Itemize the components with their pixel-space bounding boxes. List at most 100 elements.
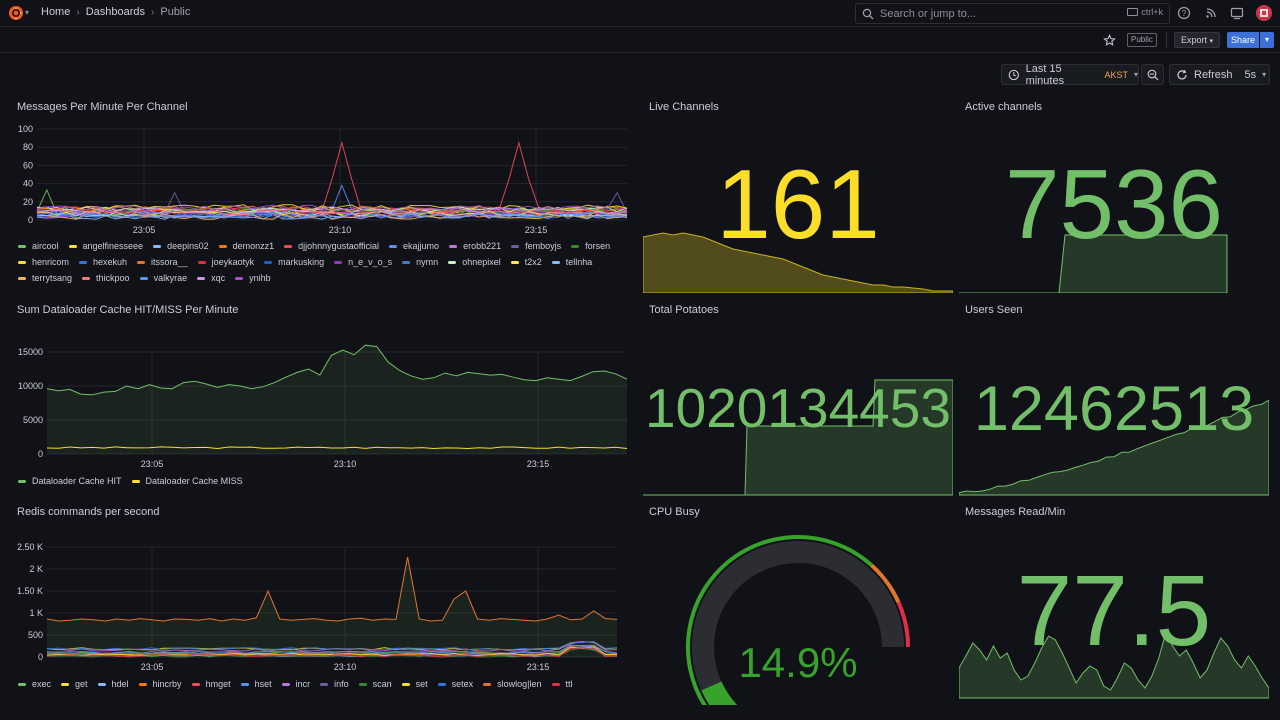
legend-item[interactable]: slowlog|len [483,678,542,690]
legend-item[interactable]: t2x2 [510,256,542,268]
legend-item[interactable]: Dataloader Cache MISS [131,475,243,487]
legend-item[interactable]: hexekuh [79,256,127,268]
refresh-interval[interactable]: 5s [1244,68,1257,81]
total-potatoes-area [643,379,953,496]
legend-item[interactable]: scan [358,678,392,690]
legend-item[interactable]: aircool [18,240,59,252]
share-button[interactable]: Share [1227,32,1259,48]
users-seen-area [959,399,1269,496]
legend-swatch [79,260,88,264]
legend-item[interactable]: joeykaotyk [197,256,254,268]
legend-item[interactable]: itssora__ [137,256,188,268]
legend-item[interactable]: markusking [264,256,324,268]
legend-item[interactable]: forsen [571,240,610,252]
share-menu-chevron-icon[interactable]: ▾ [1260,32,1274,48]
legend-item[interactable]: exec [18,678,51,690]
legend-label: tellnha [565,257,593,267]
legend-swatch [18,682,26,686]
legend-item[interactable]: valkyrae [139,272,187,284]
legend-item[interactable]: tellnha [551,256,593,268]
legend-item[interactable]: xqc [197,272,225,284]
dataloader-chart[interactable]: 15000 10000 5000 0 23:05 23:10 23:15 [0,328,640,473]
gauge-threshold-orange [870,563,901,604]
legend-label: scan [372,679,392,689]
panel-title-dataloader[interactable]: Sum Dataloader Cache HIT/MISS Per Minute [17,304,239,316]
legend-item[interactable]: hmget [191,678,231,690]
legend-swatch [281,682,290,686]
legend-item[interactable]: ekajjumo [389,240,439,252]
series-line [36,204,628,211]
shortcut-label: ctrl+k [1141,7,1163,17]
legend-swatch [191,682,200,686]
panel-title-redis[interactable]: Redis commands per second [17,506,160,518]
dock-menu-icon[interactable] [1230,6,1244,20]
legend-item[interactable]: set [401,678,428,690]
legend-item[interactable]: hincrby [138,678,182,690]
live-channels-area [643,232,953,293]
legend-item[interactable]: get [61,678,88,690]
search-input[interactable]: Search or jump to... ctrl+k [855,3,1170,24]
y-tick-label: 60 [23,160,33,170]
panel-title-live-channels[interactable]: Live Channels [649,101,719,113]
legend-swatch [197,276,206,280]
legend-item[interactable]: terrytsang [18,272,72,284]
legend-item[interactable]: erobb221 [449,240,501,252]
panel-title-messages-per-minute[interactable]: Messages Per Minute Per Channel [17,101,188,113]
legend-item[interactable]: incr [281,678,310,690]
panel-title-cpu-busy[interactable]: CPU Busy [649,506,700,518]
legend-item[interactable]: angelfinesseee [68,240,143,252]
legend-label: hexekuh [93,257,128,267]
legend-item[interactable]: henricom [18,256,69,268]
legend-item[interactable]: demonzz1 [218,240,274,252]
help-icon[interactable]: ? [1177,6,1191,20]
legend-item[interactable]: Dataloader Cache HIT [18,475,122,487]
legend-item[interactable]: ohnepixel [448,256,501,268]
cache-hit-line [46,344,628,396]
panel-title-messages-read[interactable]: Messages Read/Min [965,506,1066,518]
legend-item[interactable]: djjohnnygustaofficial [284,240,379,252]
star-icon[interactable] [1103,34,1116,47]
redis-commands-chart[interactable]: 2.50 K 2 K 1.50 K 1 K 500 0 23:05 23:10 23:15 [0,532,640,676]
news-feed-icon[interactable] [1204,6,1218,20]
avatar[interactable] [1256,5,1272,21]
menu-chevron-down-icon[interactable]: ▾ [25,8,30,17]
panel-title-total-potatoes[interactable]: Total Potatoes [649,304,719,316]
legend-swatch [510,260,519,264]
legend-label: deepins02 [167,241,209,251]
legend-swatch [138,682,147,686]
legend-item[interactable]: femboyjs [511,240,561,252]
legend-item[interactable]: ttl [551,678,573,690]
legend-item[interactable]: deepins02 [153,240,209,252]
gauge-threshold-green [686,535,873,705]
series-line [36,213,628,220]
breadcrumb-home[interactable]: Home [41,6,71,18]
panel-title-active-channels[interactable]: Active channels [965,101,1043,113]
legend-item[interactable]: nymn [402,256,438,268]
top-nav-bar: ▾ Home › Dashboards › Public Search or j… [0,0,1280,27]
zoom-out-button[interactable] [1141,64,1164,85]
refresh-button[interactable]: Refresh 5s ▾ [1169,64,1270,85]
legend-swatch [18,244,26,248]
legend-item[interactable]: thickpoo [82,272,130,284]
panel-title-users-seen[interactable]: Users Seen [965,304,1023,316]
legend-item[interactable]: hdel [97,678,129,690]
redis-legend: exec get hdel hincrby hmget hset incr info scan s… [18,678,628,690]
time-range-picker[interactable]: Last 15 minutes AKST ▾ [1001,63,1139,87]
legend-label: djjohnnygustaofficial [298,241,380,251]
legend-item[interactable]: info [320,678,349,690]
legend-label: hmget [205,679,231,689]
breadcrumb: Home › Dashboards › Public [41,6,190,18]
legend-label: t2x2 [524,257,542,267]
legend-item[interactable]: n_e_v_o_s [334,256,392,268]
export-button[interactable]: Export ▾ [1174,32,1221,48]
legend-swatch [68,244,77,248]
legend-item[interactable]: ynihb [235,272,271,284]
breadcrumb-dashboards[interactable]: Dashboards [85,6,146,18]
legend-item[interactable]: setex [437,678,473,690]
legend-item[interactable]: hset [240,678,272,690]
cpu-busy-gauge [686,535,910,705]
grafana-logo-icon[interactable] [8,5,24,21]
legend-swatch [571,244,580,248]
legend-label: Dataloader Cache HIT [32,476,122,486]
messages-per-minute-chart[interactable]: 100 80 60 40 20 0 23:05 23:10 23:15 [0,118,640,240]
